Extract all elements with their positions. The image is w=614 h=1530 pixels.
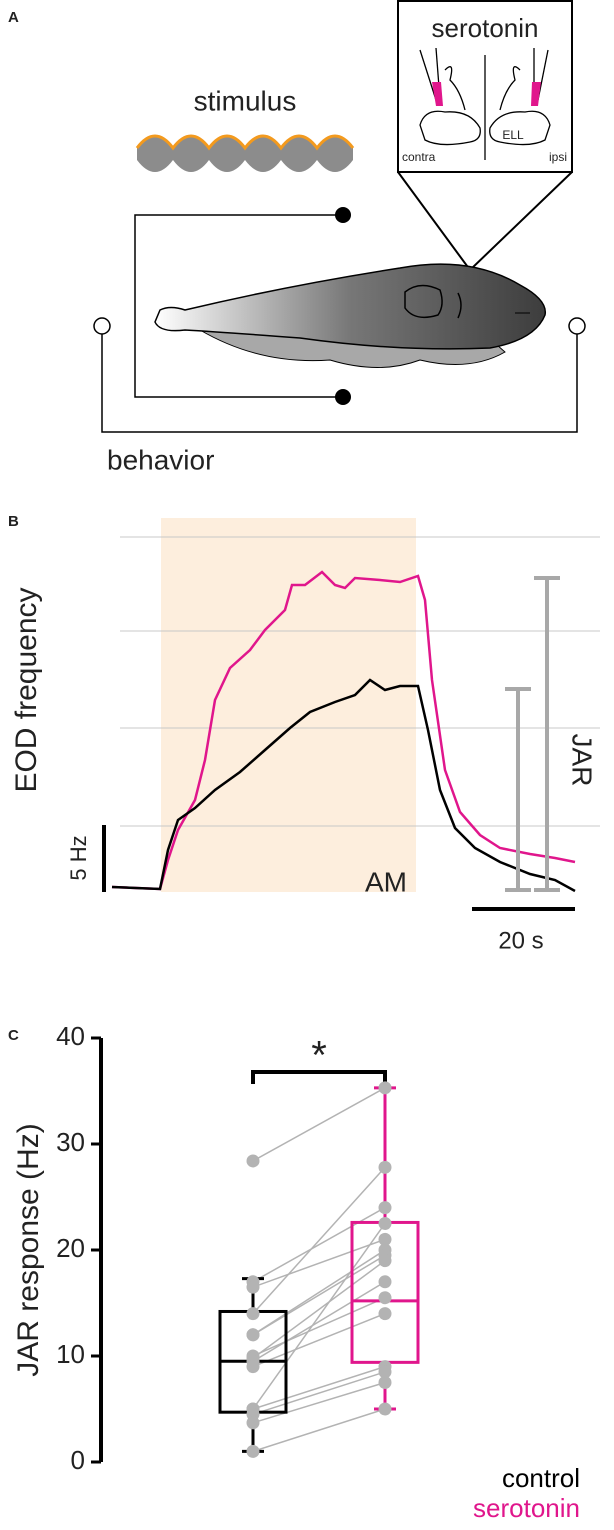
- data-point: [378, 1376, 392, 1389]
- contra-label: contra: [402, 150, 436, 164]
- panel-b: B EOD frequency 5 Hz 20 s AM JAR: [8, 513, 600, 954]
- pair-line: [252, 1365, 386, 1410]
- data-point: [378, 1402, 392, 1416]
- data-point: [378, 1307, 392, 1321]
- electrode: [335, 207, 351, 223]
- y-label: EOD frequency: [10, 587, 43, 792]
- behavior-label: behavior: [107, 444, 214, 475]
- ipsi-label: ipsi: [549, 150, 567, 164]
- data-point: [246, 1280, 260, 1294]
- panel-c: C JAR response (Hz) * 0 10 20 30 40 controlse…: [8, 1021, 580, 1523]
- significance-bracket: [251, 1070, 387, 1084]
- pair-line: [252, 1312, 386, 1368]
- panel-label: C: [8, 1027, 19, 1044]
- panel-label: A: [8, 9, 19, 26]
- pair-line: [252, 1254, 386, 1336]
- data-point: [246, 1328, 260, 1342]
- y-label: JAR response (Hz): [12, 1123, 45, 1376]
- pair-line: [252, 1206, 386, 1283]
- recording-wire: [101, 334, 578, 433]
- pair-line: [252, 1223, 386, 1410]
- electrode: [93, 317, 111, 335]
- pair-line: [252, 1371, 386, 1416]
- data-point: [378, 1291, 392, 1305]
- data-point: [246, 1360, 260, 1374]
- electrode-tip: [432, 82, 443, 106]
- panel-label: B: [8, 513, 19, 530]
- pair-line: [252, 1249, 386, 1336]
- data-point: [378, 1160, 392, 1174]
- fish-body: [154, 263, 547, 350]
- stimulus-label: stimulus: [194, 85, 297, 116]
- stimulus-wire: [134, 214, 343, 398]
- pair-line: [252, 1259, 386, 1359]
- fish-gill: [457, 292, 462, 319]
- inset-pointer: [397, 171, 573, 272]
- inset-title: serotonin: [432, 13, 539, 43]
- pair-line: [252, 1166, 386, 1315]
- pair-line: [252, 1381, 386, 1424]
- data-point: [378, 1275, 392, 1289]
- y-tick-label: 30: [56, 1127, 85, 1157]
- data-point: [378, 1365, 392, 1379]
- data-point: [378, 1254, 392, 1268]
- stimulus-envelope: [135, 134, 355, 151]
- pair-line: [252, 1087, 386, 1162]
- data-point: [378, 1201, 392, 1215]
- y-tick-label: 0: [71, 1445, 85, 1475]
- pair-line: [252, 1281, 386, 1362]
- scale-y-label: 5 Hz: [66, 835, 91, 880]
- y-tick-label: 20: [56, 1233, 85, 1263]
- pair-line: [252, 1238, 386, 1288]
- electrode: [335, 389, 351, 405]
- electrode: [568, 317, 586, 335]
- stimulus-wave: [137, 136, 353, 172]
- significance-star: *: [311, 1034, 327, 1078]
- jar-label: JAR: [567, 734, 598, 787]
- electrode-tip: [531, 82, 541, 106]
- data-point: [246, 1154, 260, 1168]
- y-tick-label: 40: [56, 1021, 85, 1051]
- y-tick-label: 10: [56, 1339, 85, 1369]
- data-point: [246, 1416, 260, 1430]
- data-point: [378, 1217, 392, 1230]
- fish-eye: [404, 284, 443, 319]
- data-point: [246, 1444, 260, 1458]
- data-point: [246, 1307, 260, 1321]
- pair-line: [252, 1297, 386, 1357]
- data-point: [378, 1232, 392, 1246]
- ell-label: ELL: [502, 128, 524, 142]
- jar-bars: [505, 576, 560, 892]
- pair-line: [252, 1408, 386, 1453]
- legend-entry: serotonin: [473, 1493, 580, 1523]
- scale-x-label: 20 s: [498, 927, 543, 954]
- panel-a: A stimulus serotonin ELL contra ipsi: [8, 0, 586, 475]
- legend-entry: control: [502, 1463, 580, 1493]
- stim-label: AM: [365, 866, 407, 897]
- trace-serotonin: [111, 570, 576, 891]
- stimulus-period: [161, 518, 416, 892]
- data-point: [378, 1081, 392, 1095]
- trace-control: [111, 678, 576, 893]
